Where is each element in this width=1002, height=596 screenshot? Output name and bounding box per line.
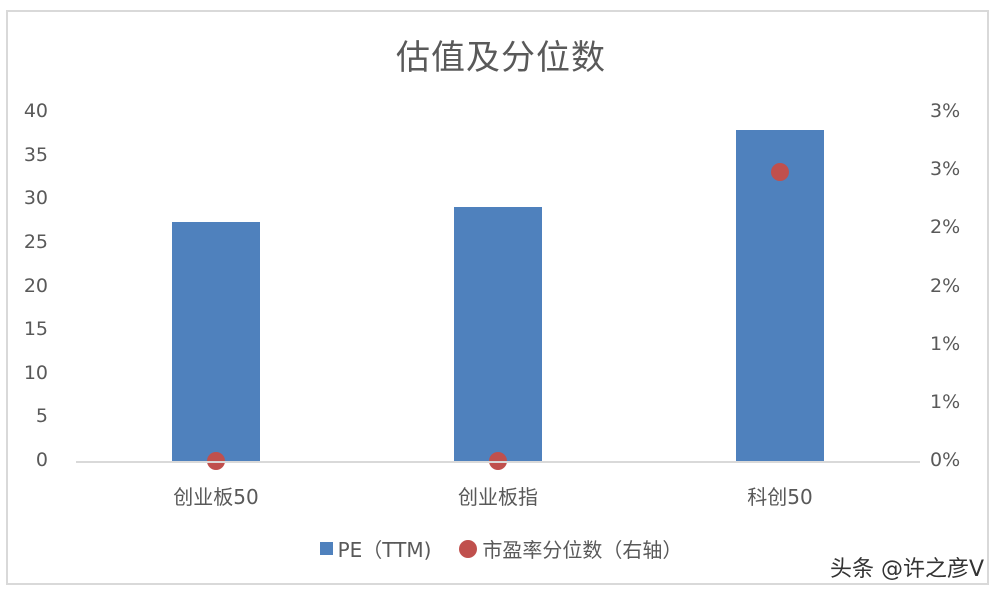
legend-label-percentile: 市盈率分位数（右轴） xyxy=(482,538,683,562)
right-tick-label: 1% xyxy=(930,390,961,413)
pe-bar xyxy=(172,221,260,461)
left-tick-label: 20 xyxy=(23,274,48,297)
bar-swatch-icon xyxy=(319,542,333,555)
legend: PE（TTM) 市盈率分位数（右轴） xyxy=(0,534,1002,563)
legend-item-pe: PE（TTM) xyxy=(319,534,432,563)
watermark: 头条 @许之彦V xyxy=(829,557,984,582)
percentile-dot xyxy=(771,163,789,182)
chart-title: 估值及分位数 xyxy=(396,38,606,78)
left-tick-label: 0 xyxy=(35,449,48,471)
legend-item-percentile: 市盈率分位数（右轴） xyxy=(459,534,682,563)
dot-swatch-icon xyxy=(459,539,478,558)
right-tick-label: 2% xyxy=(930,216,961,239)
left-tick-label: 10 xyxy=(23,361,48,384)
left-tick-label: 5 xyxy=(35,405,48,428)
x-label-0: 创业板50 xyxy=(173,485,259,509)
pe-bar xyxy=(454,207,542,461)
left-tick-label: 35 xyxy=(23,143,48,166)
right-tick-label: 2% xyxy=(930,274,961,297)
left-tick-label: 25 xyxy=(23,230,48,253)
right-tick-label: 1% xyxy=(930,332,961,355)
left-tick-label: 40 xyxy=(23,100,48,122)
chart-frame xyxy=(6,10,989,585)
legend-label-pe: PE（TTM) xyxy=(337,538,432,562)
right-tick-label: 0% xyxy=(930,449,961,471)
left-tick-label: 30 xyxy=(23,187,48,210)
left-tick-label: 15 xyxy=(23,318,48,341)
x-axis-line xyxy=(76,461,920,463)
right-tick-label: 3% xyxy=(930,158,961,181)
right-tick-label: 3% xyxy=(930,100,961,122)
x-label-2: 科创50 xyxy=(747,485,813,509)
x-label-1: 创业板指 xyxy=(458,485,538,509)
pe-bar xyxy=(736,130,824,461)
